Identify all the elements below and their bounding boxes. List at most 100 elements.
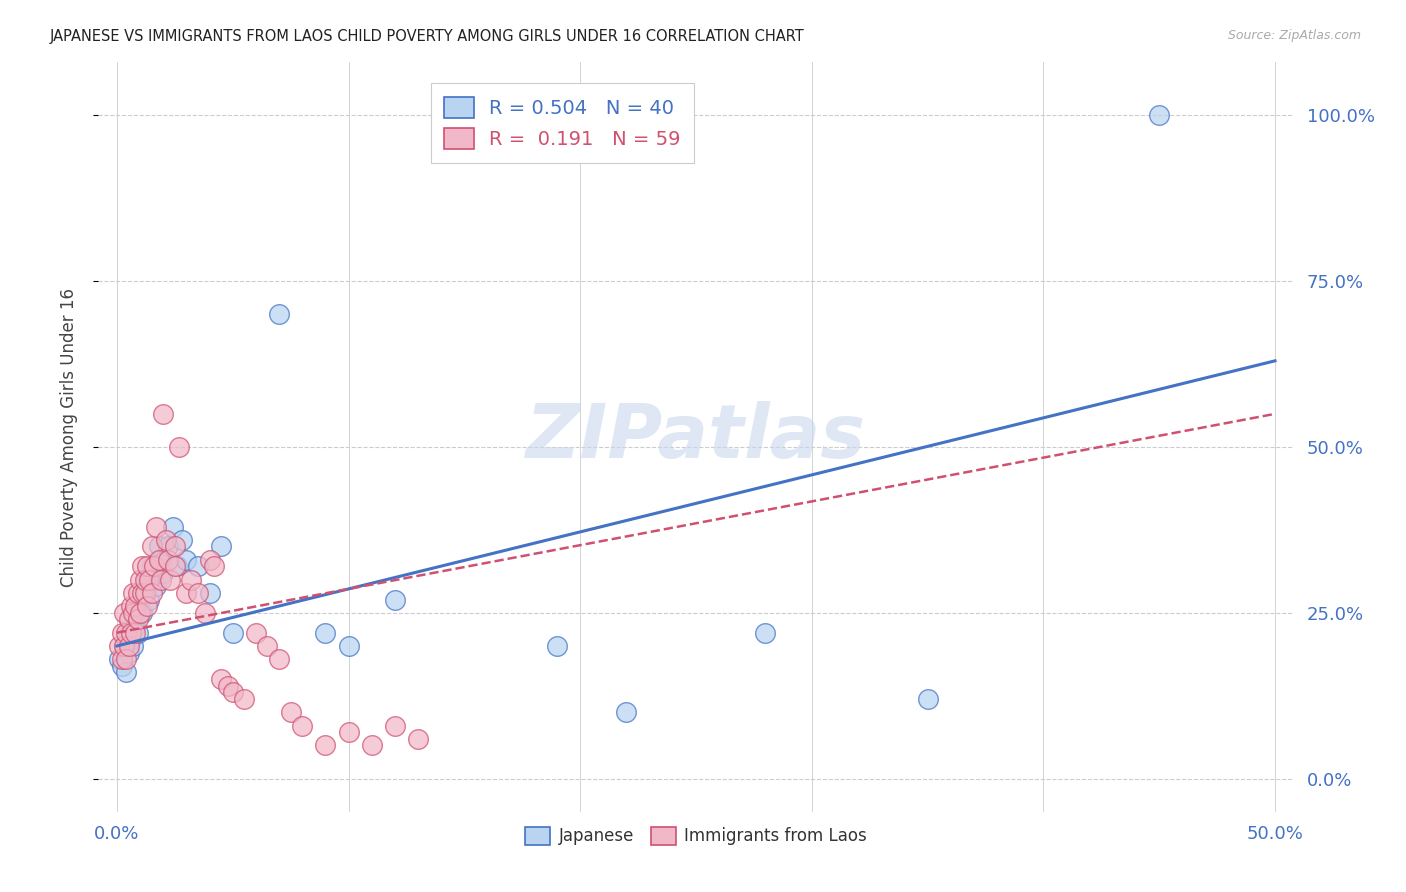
Point: [169, 440, 191, 454]
Point: [122, 606, 145, 620]
Point: [115, 652, 138, 666]
Point: [159, 573, 181, 587]
Point: [108, 639, 131, 653]
Point: [337, 725, 360, 739]
Point: [222, 625, 245, 640]
Point: [217, 679, 239, 693]
Point: [156, 540, 179, 554]
Point: [360, 739, 382, 753]
Point: [180, 573, 202, 587]
Point: [162, 519, 184, 533]
Point: [198, 553, 221, 567]
Point: [127, 586, 149, 600]
Point: [222, 685, 245, 699]
Point: [406, 731, 429, 746]
Point: [314, 625, 336, 640]
Point: [145, 579, 167, 593]
Point: [136, 559, 159, 574]
Point: [134, 573, 156, 587]
Point: [155, 533, 177, 547]
Point: [209, 540, 232, 554]
Point: [134, 586, 156, 600]
Point: [129, 592, 152, 607]
Point: [124, 625, 146, 640]
Point: [187, 586, 209, 600]
Point: [124, 619, 146, 633]
Text: Source: ZipAtlas.com: Source: ZipAtlas.com: [1227, 29, 1361, 42]
Point: [384, 592, 406, 607]
Point: [546, 639, 568, 653]
Legend: Japanese, Immigrants from Laos: Japanese, Immigrants from Laos: [519, 820, 873, 852]
Point: [149, 553, 172, 567]
Point: [112, 639, 135, 653]
Point: [163, 540, 186, 554]
Point: [176, 553, 198, 567]
Point: [176, 586, 198, 600]
Point: [112, 606, 135, 620]
Point: [194, 606, 217, 620]
Point: [122, 639, 145, 653]
Point: [917, 692, 939, 706]
Point: [141, 559, 163, 574]
Point: [209, 672, 232, 686]
Point: [163, 559, 186, 574]
Point: [280, 705, 302, 719]
Point: [267, 652, 290, 666]
Point: [152, 566, 174, 580]
Point: [156, 553, 179, 567]
Point: [166, 559, 188, 574]
Point: [233, 692, 256, 706]
Point: [127, 625, 149, 640]
Point: [110, 658, 132, 673]
Point: [1147, 108, 1170, 122]
Point: [108, 652, 131, 666]
Point: [136, 599, 159, 614]
Point: [115, 625, 138, 640]
Point: [202, 559, 225, 574]
Y-axis label: Child Poverty Among Girls Under 16: Child Poverty Among Girls Under 16: [59, 287, 77, 587]
Point: [384, 718, 406, 732]
Point: [145, 519, 167, 533]
Point: [754, 625, 776, 640]
Point: [120, 632, 142, 647]
Point: [138, 573, 160, 587]
Point: [170, 533, 193, 547]
Point: [134, 586, 156, 600]
Point: [138, 592, 160, 607]
Point: [131, 606, 153, 620]
Point: [141, 586, 163, 600]
Point: [136, 573, 159, 587]
Point: [115, 665, 138, 680]
Point: [337, 639, 360, 653]
Point: [124, 606, 146, 620]
Point: [117, 625, 139, 640]
Text: ZIPatlas: ZIPatlas: [526, 401, 866, 474]
Point: [152, 407, 174, 421]
Point: [141, 540, 163, 554]
Point: [124, 599, 146, 614]
Point: [245, 625, 267, 640]
Point: [129, 606, 152, 620]
Point: [120, 625, 142, 640]
Point: [267, 307, 290, 321]
Point: [131, 586, 153, 600]
Point: [110, 625, 132, 640]
Text: JAPANESE VS IMMIGRANTS FROM LAOS CHILD POVERTY AMONG GIRLS UNDER 16 CORRELATION : JAPANESE VS IMMIGRANTS FROM LAOS CHILD P…: [49, 29, 804, 44]
Point: [187, 559, 209, 574]
Point: [143, 559, 166, 574]
Point: [616, 705, 638, 719]
Point: [143, 573, 166, 587]
Point: [117, 612, 139, 626]
Point: [148, 540, 170, 554]
Point: [291, 718, 314, 732]
Point: [256, 639, 278, 653]
Point: [131, 559, 153, 574]
Point: [117, 639, 139, 653]
Point: [127, 612, 149, 626]
Point: [117, 646, 139, 660]
Point: [112, 639, 135, 653]
Point: [149, 573, 172, 587]
Point: [314, 739, 336, 753]
Point: [129, 573, 152, 587]
Point: [122, 586, 145, 600]
